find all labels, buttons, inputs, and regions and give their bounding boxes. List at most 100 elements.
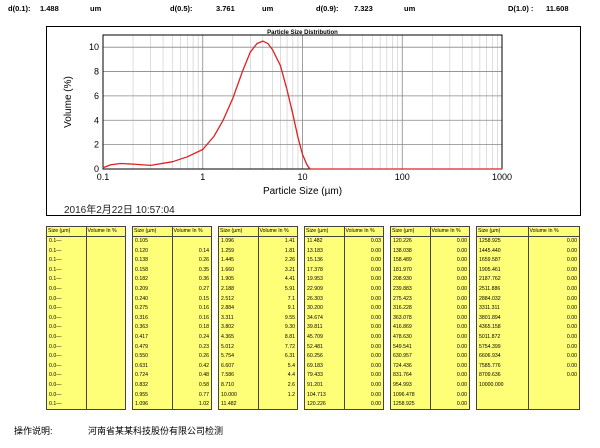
column-volumes xyxy=(87,237,126,409)
volume-cell xyxy=(87,285,126,295)
volume-cell: 1.02 xyxy=(198,401,209,408)
data-point xyxy=(202,149,204,151)
size-cell: 1096.478 xyxy=(393,391,415,398)
size-cell: 0.138 xyxy=(135,257,148,264)
size-cell: 4365.158 xyxy=(479,324,501,331)
volume-cell: 0.00 xyxy=(456,314,467,321)
y-tick-label: 0 xyxy=(94,164,99,174)
column-sizes: 1.096 1.259 1.445 1.660 1.905 2.188 2.512 2.884… xyxy=(219,237,259,409)
size-cell: 3311.311 xyxy=(479,305,500,312)
size-cell: 0.0— xyxy=(49,324,62,331)
volume-cell: 0.00 xyxy=(456,324,467,331)
volume-cell: 0.00 xyxy=(370,314,381,321)
footer-company: 河南省某某科技股份有限公司检测 xyxy=(88,426,224,436)
size-cell: 15.136 xyxy=(307,257,323,264)
volume-cell: 0.16 xyxy=(198,305,209,312)
size-cell: 0.0— xyxy=(49,353,62,360)
size-cell: 0.0— xyxy=(49,381,62,388)
volume-cell: 0.00 xyxy=(456,362,467,369)
table-header: Size (µm) Volume In % xyxy=(47,227,125,237)
data-point xyxy=(297,136,299,138)
size-cell: 10000.000 xyxy=(479,381,504,388)
size-cell: 0.0— xyxy=(49,333,62,340)
volume-cell: 9.55 xyxy=(284,314,295,321)
size-cell: 2.512 xyxy=(221,295,234,302)
volume-cell: 0.00 xyxy=(456,333,467,340)
size-cell: 39.811 xyxy=(307,324,323,331)
data-point xyxy=(401,168,403,170)
size-cell: 13.183 xyxy=(307,247,323,254)
volume-cell: 0.23 xyxy=(198,343,209,350)
column-header-size: Size (µm) xyxy=(47,227,87,236)
column-header-volume: Volume In % xyxy=(529,228,559,234)
volume-cell: 0.00 xyxy=(456,372,467,379)
table-header: Size (µm) Volume In % xyxy=(477,227,579,237)
size-cell: 416.869 xyxy=(393,324,412,331)
x-tick-label: 1000 xyxy=(492,172,512,182)
data-point xyxy=(222,119,224,121)
volume-cell xyxy=(529,391,580,401)
volume-cell xyxy=(87,256,126,266)
size-cell: 0.1— xyxy=(49,266,62,273)
volume-cell xyxy=(87,266,126,276)
volume-cell xyxy=(87,333,126,343)
volume-cell: 0.00 xyxy=(456,305,467,312)
volume-cell: 0.00 xyxy=(370,362,381,369)
volume-cell: 9.30 xyxy=(284,324,295,331)
size-cell: 0.724 xyxy=(135,372,148,379)
data-point xyxy=(213,135,215,137)
size-cell: 2.188 xyxy=(221,285,234,292)
volume-cell: 0.00 xyxy=(370,353,381,360)
volume-cell xyxy=(87,237,126,247)
volume-cell: 0.00 xyxy=(566,276,577,283)
volume-cell: 2.6 xyxy=(287,381,295,388)
volume-cell: 0.00 xyxy=(370,401,381,408)
column-volumes: 0.00 0.00 0.00 0.00 0.00 0.00 0.00 0.00 0.00 0.00… xyxy=(431,237,470,409)
volume-cell xyxy=(87,371,126,381)
size-cell: 8.710 xyxy=(221,381,234,388)
volume-cell xyxy=(173,237,212,247)
size-cell: 3801.894 xyxy=(479,314,501,321)
column-volumes: 0.14 0.26 0.35 0.36 0.27 0.15 0.16 0.16 0.18 0.24… xyxy=(173,237,212,409)
data-point xyxy=(267,43,269,45)
y-tick-label: 2 xyxy=(94,140,99,150)
x-tick-label: 0.1 xyxy=(97,172,110,182)
size-cell: 0.0— xyxy=(49,372,62,379)
volume-cell: 0.58 xyxy=(198,381,209,388)
volume-cell: 0.00 xyxy=(566,362,577,369)
size-cell: 0.158 xyxy=(135,266,148,273)
y-tick-label: 4 xyxy=(94,115,99,125)
size-cell: 0.1— xyxy=(49,257,62,264)
volume-cell: 0.48 xyxy=(198,372,209,379)
size-cell: 5.754 xyxy=(221,353,234,360)
size-cell: 1905.461 xyxy=(479,266,501,273)
volume-cell: 0.26 xyxy=(198,353,209,360)
column-header-size: Size (µm) xyxy=(133,227,173,236)
size-cell: 1258.925 xyxy=(479,238,501,244)
volume-cell: 0.00 xyxy=(370,372,381,379)
column-header-volume: Volume In % xyxy=(87,228,117,234)
size-cell: 1.660 xyxy=(221,266,234,273)
volume-cell: 0.16 xyxy=(198,314,209,321)
column-header-volume: Volume In % xyxy=(431,228,461,234)
volume-cell: 0.18 xyxy=(198,324,209,331)
size-cell: 138.038 xyxy=(393,247,412,254)
volume-cell: 4.4 xyxy=(287,372,295,379)
volume-cell: 0.00 xyxy=(566,295,577,302)
size-cell: 3.802 xyxy=(221,324,234,331)
volume-cell: 0.24 xyxy=(198,333,209,340)
size-cell: 181.970 xyxy=(393,266,412,273)
size-cell: 34.674 xyxy=(307,314,323,321)
volume-cell xyxy=(529,400,580,409)
column-sizes: 0.1— 0.1— 0.1— 0.1— 0.1— 0.0— 0.0— 0.0— 0.0— 0.0—… xyxy=(47,237,87,409)
size-cell: 120.226 xyxy=(393,238,412,244)
volume-cell: 1.41 xyxy=(284,238,295,244)
volume-cell xyxy=(87,295,126,305)
column-volumes: 1.41 1.81 2.26 3.21 4.41 5.91 7.1 9.1 9.55 9.30 8.… xyxy=(259,237,298,409)
data-point xyxy=(110,164,112,166)
column-header-size: Size (µm) xyxy=(305,227,345,236)
volume-cell: 0.00 xyxy=(456,353,467,360)
column-header-volume: Volume In % xyxy=(259,228,289,234)
column-sizes: 120.226 138.038 158.489 181.970 208.930 239.8… xyxy=(391,237,431,409)
column-volumes: 0.00 0.00 0.00 0.00 0.00 0.00 0.00 0.00 0.00 0.00… xyxy=(529,237,580,409)
